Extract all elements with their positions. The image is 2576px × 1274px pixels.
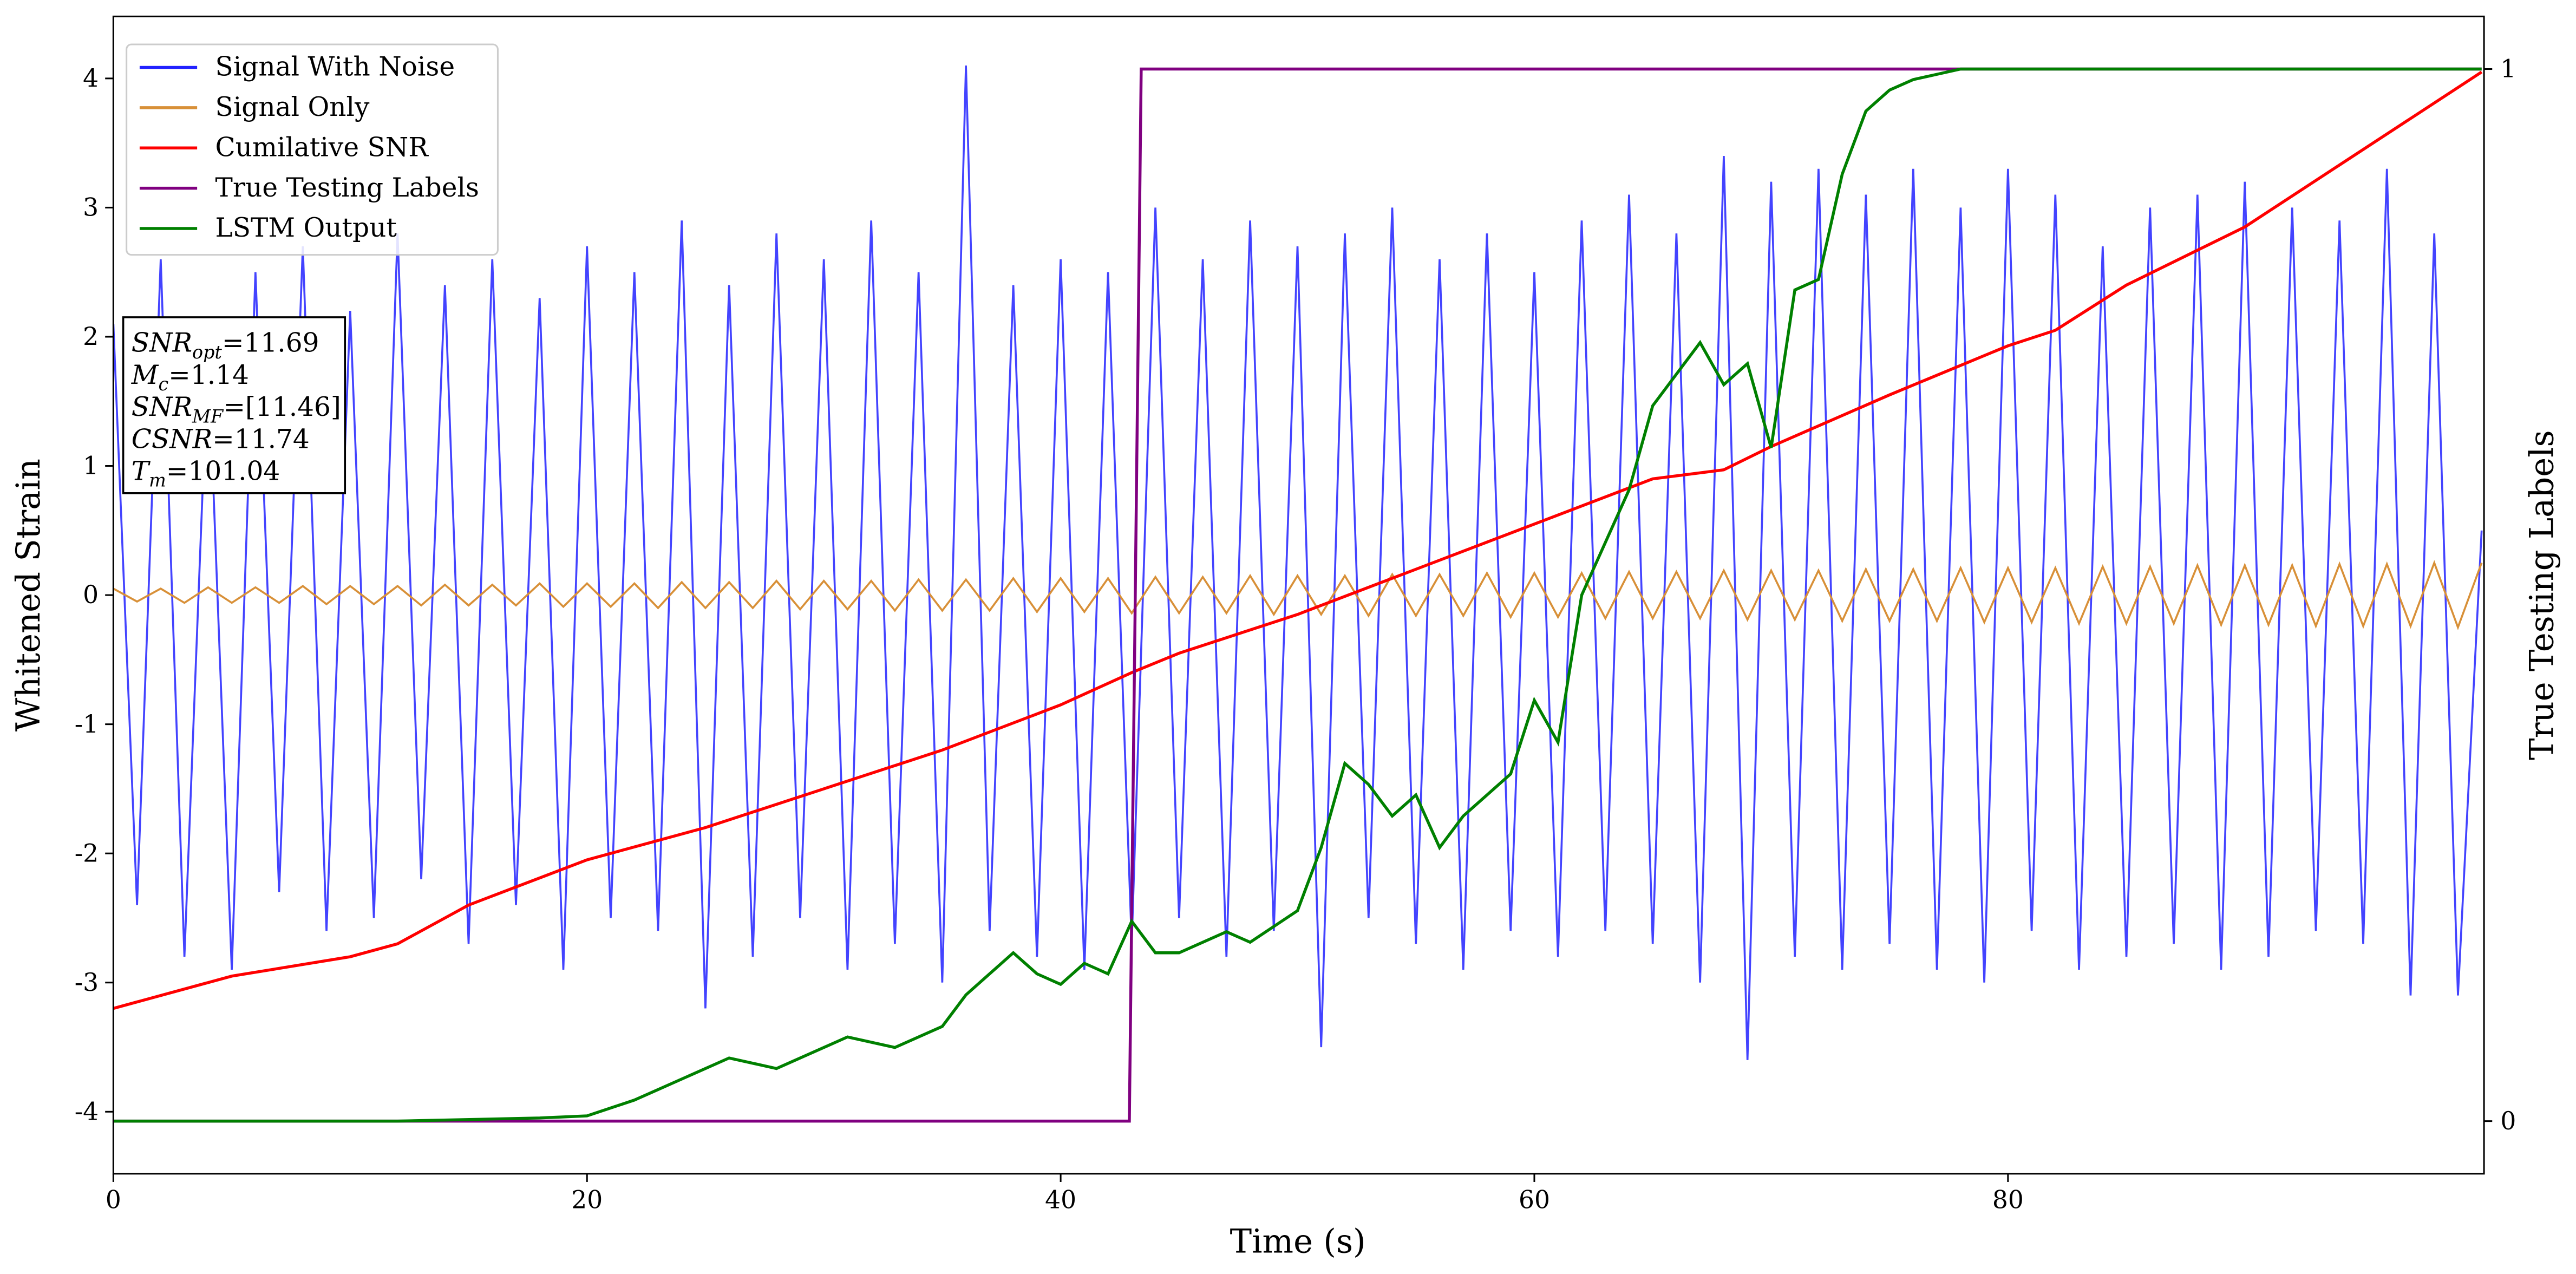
annotation-symbol: SNR xyxy=(132,392,192,422)
x-tick-label: 0 xyxy=(106,1186,121,1214)
legend-label: LSTM Output xyxy=(215,213,397,243)
legend-label: Signal Only xyxy=(215,92,370,122)
annotation-value: =101.04 xyxy=(166,456,280,487)
y-axis-label: Whitened Strain xyxy=(10,459,48,731)
y-tick-label: -3 xyxy=(75,968,99,997)
series-line xyxy=(113,560,2483,630)
annotation-line: CSNR=11.74 xyxy=(132,424,310,454)
annotation-symbol: M xyxy=(131,360,159,390)
y-tick-label: -2 xyxy=(75,839,99,867)
y-tick-label: 1 xyxy=(83,452,99,480)
annotation-value: =1.14 xyxy=(168,360,249,390)
y2-tick-label: 1 xyxy=(2500,55,2516,83)
y2-axis-label: True Testing Labels xyxy=(2523,430,2561,760)
series-line xyxy=(113,65,2483,1060)
annotation-value: =11.69 xyxy=(222,328,319,358)
annotation-value: =[11.46] xyxy=(223,392,341,422)
annotation-symbol: T xyxy=(132,456,151,487)
y-tick-label: -1 xyxy=(75,710,99,739)
annotation-subscript: c xyxy=(158,374,168,395)
y-tick-label: 2 xyxy=(83,322,99,351)
annotation-subscript: MF xyxy=(192,406,224,427)
series-line xyxy=(113,67,2482,1123)
legend-label: True Testing Labels xyxy=(215,173,479,203)
annotation-value: =11.74 xyxy=(212,424,310,454)
annotation-symbol: CSNR xyxy=(132,424,212,454)
annotation-box xyxy=(122,316,346,494)
x-tick-label: 20 xyxy=(571,1186,603,1214)
annotation-line: Mc=1.14 xyxy=(131,360,249,395)
legend-label: Cumilative SNR xyxy=(215,132,429,162)
annotation-subscript: m xyxy=(149,470,166,491)
x-axis-label: Time (s) xyxy=(1230,1223,1366,1261)
y2-tick-label: 0 xyxy=(2500,1107,2516,1135)
annotation-subscript: opt xyxy=(192,342,222,363)
legend-box xyxy=(126,43,499,256)
y-tick-label: -4 xyxy=(75,1097,99,1126)
legend-label: Signal With Noise xyxy=(215,52,455,82)
series-line xyxy=(113,67,2482,1123)
annotation-line: SNRopt=11.69 xyxy=(132,328,319,363)
x-tick-label: 80 xyxy=(1992,1186,2024,1214)
y-tick-label: 0 xyxy=(83,580,99,609)
annotation-line: Tm=101.04 xyxy=(132,456,280,491)
annotation-line: SNRMF=[11.46] xyxy=(132,392,341,427)
annotation-symbol: SNR xyxy=(132,328,192,358)
series-line xyxy=(113,70,2483,1010)
x-tick-label: 40 xyxy=(1045,1186,1076,1214)
y-tick-label: 3 xyxy=(83,193,99,222)
y-tick-label: 4 xyxy=(83,64,99,93)
x-tick-label: 60 xyxy=(1519,1186,1550,1214)
